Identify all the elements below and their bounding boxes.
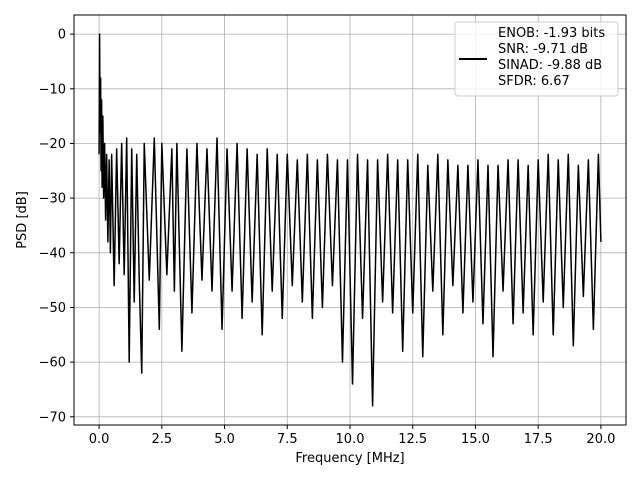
y-tick-label: 0 [58, 28, 66, 43]
y-tick-label: −60 [39, 356, 66, 371]
x-tick-label: 5.0 [214, 432, 235, 447]
x-tick-label: 10.0 [336, 432, 365, 447]
legend-sfdr: SFDR: 6.67 [498, 74, 570, 89]
x-tick-label: 12.5 [398, 432, 427, 447]
legend-box [454, 21, 619, 97]
x-tick-label: 20.0 [586, 432, 615, 447]
legend: ENOB: -1.93 bits SNR: -9.71 dB SINAD: -9… [454, 21, 619, 97]
y-tick-label: −20 [39, 137, 66, 152]
legend-snr: SNR: -9.71 dB [498, 42, 588, 57]
x-tick-label: 17.5 [524, 432, 553, 447]
y-tick-label: −50 [39, 301, 66, 316]
data-layer [98, 33, 602, 407]
ticks: 0.0 2.5 5.0 7.5 10.0 12.5 15.0 17.5 20.0 0 −10 −20 −… [39, 28, 616, 447]
x-tick-label: 15.0 [461, 432, 490, 447]
y-tick-label: −40 [39, 246, 66, 261]
y-tick-label: −70 [39, 410, 66, 425]
y-axis-label: PSD [dB] [15, 191, 30, 249]
psd-series-line [98, 33, 602, 407]
legend-sinad: SINAD: -9.88 dB [498, 58, 602, 73]
x-tick-label: 0.0 [89, 432, 110, 447]
x-tick-label: 7.5 [277, 432, 298, 447]
legend-enob: ENOB: -1.93 bits [498, 26, 605, 41]
x-axis-label: Frequency [MHz] [295, 451, 404, 466]
x-tick-label: 2.5 [151, 432, 172, 447]
y-tick-label: −30 [39, 192, 66, 207]
y-tick-label: −10 [39, 82, 66, 97]
